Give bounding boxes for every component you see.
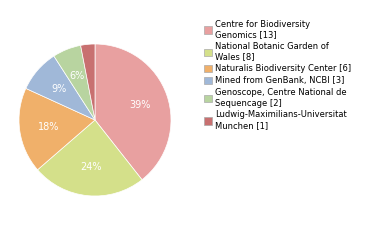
Text: 24%: 24% — [80, 162, 101, 172]
Wedge shape — [81, 44, 95, 120]
Legend: Centre for Biodiversity
Genomics [13], National Botanic Garden of
Wales [8], Nat: Centre for Biodiversity Genomics [13], N… — [204, 20, 352, 130]
Wedge shape — [19, 88, 95, 170]
Wedge shape — [38, 120, 142, 196]
Text: 18%: 18% — [38, 122, 59, 132]
Wedge shape — [26, 56, 95, 120]
Text: 39%: 39% — [129, 100, 150, 110]
Wedge shape — [54, 45, 95, 120]
Text: 6%: 6% — [70, 71, 85, 81]
Text: 9%: 9% — [52, 84, 67, 94]
Wedge shape — [95, 44, 171, 180]
